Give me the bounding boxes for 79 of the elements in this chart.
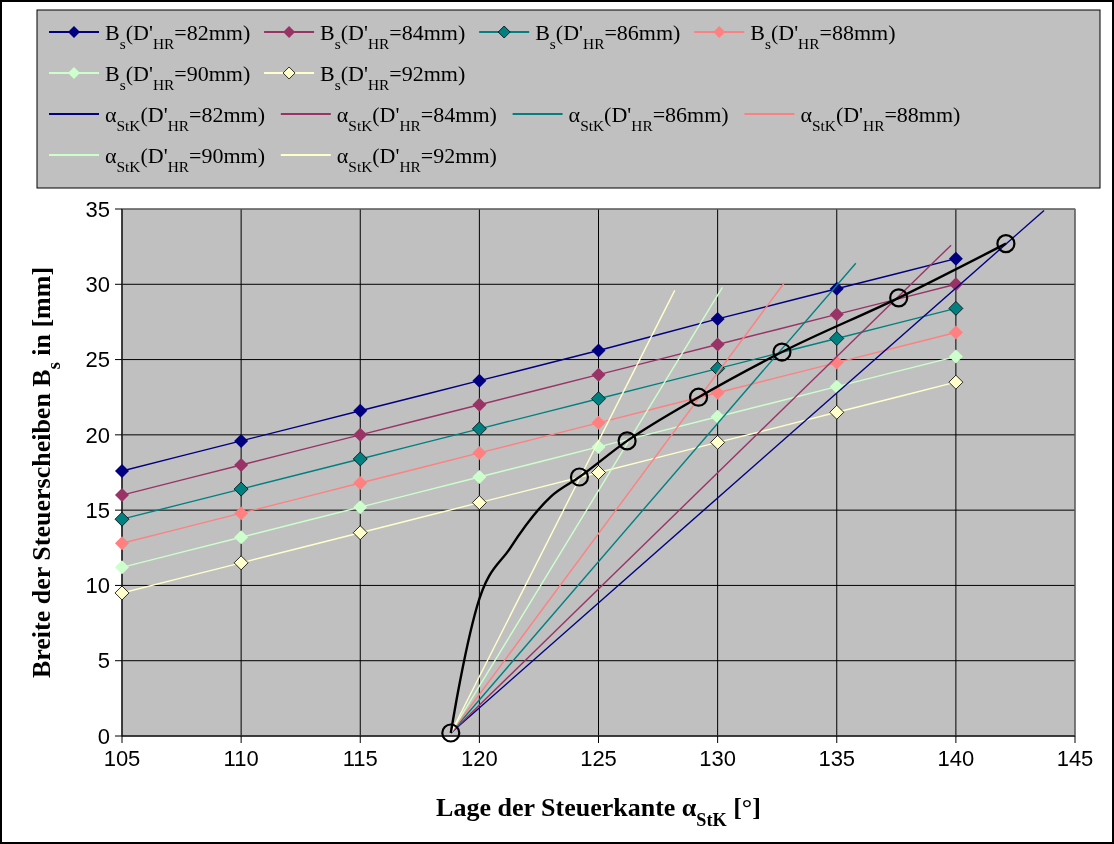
point: [233, 555, 249, 571]
x-tick-label: 130: [699, 746, 736, 771]
point: [948, 349, 963, 364]
point: [591, 415, 606, 430]
point: [115, 463, 129, 478]
point: [353, 427, 368, 442]
y-tick-label: 5: [97, 648, 110, 674]
point: [114, 511, 130, 527]
point: [617, 431, 637, 451]
point: [114, 585, 130, 601]
point: [115, 488, 129, 503]
legend-label: B$_{s}$(D'$_{HR}$=88mm): [750, 19, 896, 52]
point: [710, 385, 725, 400]
point: [829, 404, 845, 420]
x-tick-label: 140: [937, 746, 975, 771]
y-tick-label: 30: [85, 271, 110, 297]
point: [829, 379, 844, 394]
y-tick-label: 0: [97, 723, 110, 749]
x-tick-label: 115: [342, 746, 378, 771]
point: [569, 467, 590, 487]
point: [115, 560, 129, 575]
legend-label: α$_{StK}$(D'$_{HR}$=86mm): [568, 101, 729, 134]
point: [772, 342, 792, 362]
legend-label: α$_{StK}$(D'$_{HR}$=88mm): [800, 101, 961, 134]
y-tick-label: 15: [85, 497, 110, 523]
point: [948, 325, 963, 340]
point: [471, 495, 487, 511]
x-tick-label: 120: [461, 746, 498, 771]
x-tick-label: 135: [818, 746, 856, 771]
point: [353, 476, 368, 491]
point: [829, 331, 845, 346]
point: [996, 234, 1016, 254]
x-axis-title: Lage der Steuerkante α$_{StK}$ [°]: [436, 793, 761, 830]
point: [710, 434, 726, 450]
point: [352, 451, 368, 467]
x-tick-label: 105: [103, 746, 141, 771]
point: [352, 525, 368, 541]
x-tick-label: 110: [223, 746, 259, 771]
point: [829, 307, 844, 322]
point: [353, 403, 368, 418]
point: [234, 530, 249, 545]
legend-label: α$_{StK}$(D'$_{HR}$=82mm): [105, 101, 266, 134]
point: [472, 373, 487, 388]
point: [234, 433, 249, 448]
legend-label: α$_{StK}$(D'$_{HR}$=84mm): [336, 101, 497, 134]
point: [353, 500, 368, 515]
legend-label: B$_{s}$(D'$_{HR}$=92mm): [320, 60, 466, 93]
point: [591, 391, 606, 407]
point: [591, 367, 606, 382]
legend-label: B$_{s}$(D'$_{HR}$=86mm): [535, 19, 681, 52]
point: [688, 387, 709, 407]
y-tick-label: 20: [85, 422, 110, 448]
point: [115, 536, 129, 551]
legend-label: B$_{s}$(D'$_{HR}$=84mm): [320, 19, 466, 52]
point: [472, 397, 487, 412]
point: [441, 723, 461, 743]
legend-label: α$_{StK}$(D'$_{HR}$=92mm): [336, 142, 497, 175]
x-tick-label: 125: [580, 746, 617, 771]
point: [591, 465, 606, 480]
y-tick-label: 10: [85, 573, 110, 599]
point: [591, 343, 606, 358]
point: [234, 506, 249, 521]
y-tick-label: 35: [85, 196, 110, 222]
point: [471, 421, 487, 437]
legend-label: B$_{s}$(D'$_{HR}$=90mm): [105, 60, 251, 93]
y-tick-label: 25: [85, 347, 110, 373]
point: [948, 374, 964, 390]
point: [948, 300, 964, 316]
point: [889, 288, 909, 308]
point: [233, 481, 249, 497]
x-tick-label: 145: [1056, 746, 1094, 771]
point: [472, 470, 487, 485]
legend-label: B$_{s}$(D'$_{HR}$=82mm): [105, 19, 251, 52]
point: [710, 337, 725, 352]
point: [234, 457, 249, 472]
point: [948, 251, 963, 266]
point: [472, 445, 487, 460]
legend-label: α$_{StK}$(D'$_{HR}$=90mm): [105, 142, 266, 175]
point: [710, 311, 725, 326]
